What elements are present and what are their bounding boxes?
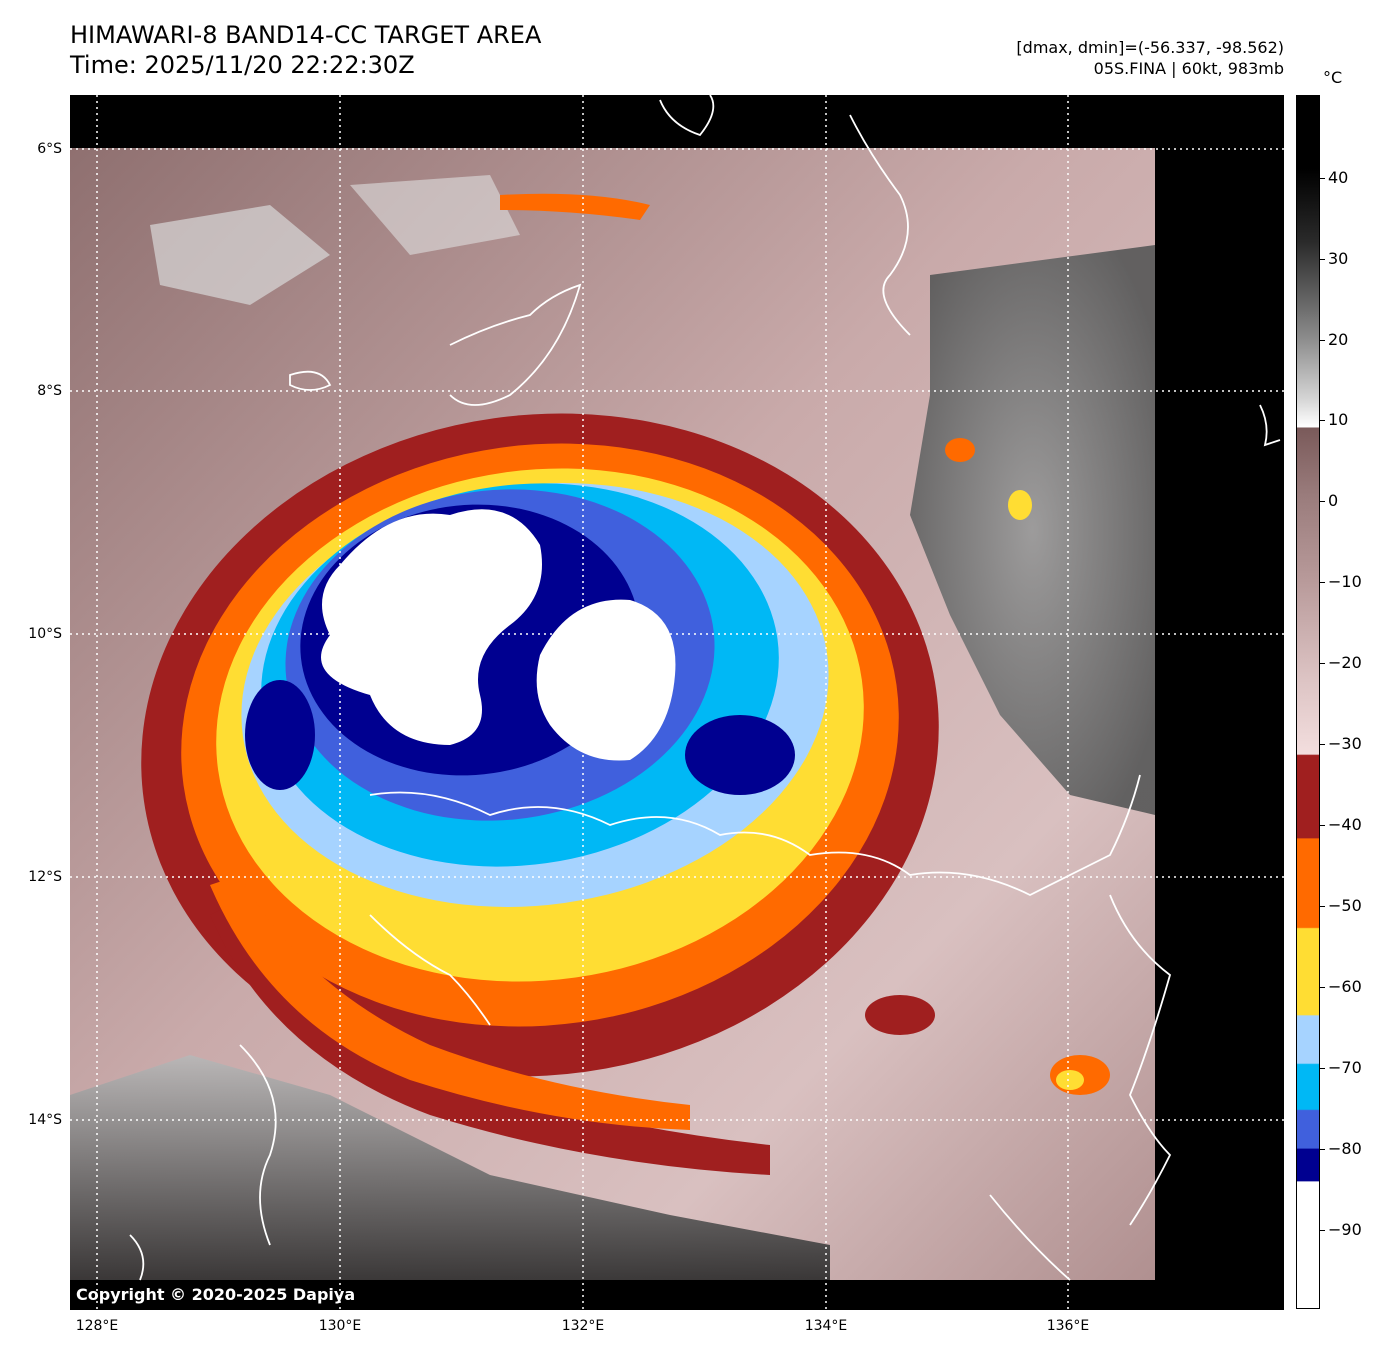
colorbar-tick xyxy=(1320,501,1325,502)
colorbar-label-minus20: −20 xyxy=(1328,653,1362,672)
coldest-top-east xyxy=(536,599,676,761)
west-navy-cell xyxy=(245,680,315,790)
colorbar-label-minus10: −10 xyxy=(1328,572,1362,591)
colorbar-tick xyxy=(1320,744,1325,745)
east-navy-cell xyxy=(685,715,795,795)
convective-cell-2 xyxy=(1008,490,1032,520)
colorbar-tick xyxy=(1320,1149,1325,1150)
colorbar-tick xyxy=(1320,582,1325,583)
colorbar-tick xyxy=(1320,825,1325,826)
colorbar-tick xyxy=(1320,1068,1325,1069)
lon-label-128e: 128°E xyxy=(75,1318,119,1334)
colorbar-tick xyxy=(1320,663,1325,664)
colorbar-label-minus30: −30 xyxy=(1328,734,1362,753)
lat-label-8s: 8°S xyxy=(37,383,62,399)
copyright-notice: Copyright © 2020-2025 Dapiya xyxy=(76,1285,356,1304)
colorbar-label-40: 40 xyxy=(1328,168,1349,187)
lon-label-130e: 130°E xyxy=(318,1318,362,1334)
coastlines xyxy=(129,95,1281,1281)
lat-label-10s: 10°S xyxy=(28,626,62,642)
colorbar-label-minus80: −80 xyxy=(1328,1139,1362,1158)
colorbar-label-0: 0 xyxy=(1328,491,1339,510)
colorbar-tick xyxy=(1320,178,1325,179)
title-line-2: Time: 2025/11/20 22:22:30Z xyxy=(70,51,415,79)
lat-label-12s: 12°S xyxy=(28,869,62,885)
colorbar-tick xyxy=(1320,906,1325,907)
storm-info: [dmax, dmin]=(-56.337, -98.562) 05S.FINA… xyxy=(1016,37,1284,79)
satellite-map: Copyright © 2020-2025 Dapiya xyxy=(70,95,1284,1310)
storm-summary: 05S.FINA | 60kt, 983mb xyxy=(1093,59,1284,78)
northwest-cloud-patch xyxy=(150,205,330,305)
colorbar-label-minus70: −70 xyxy=(1328,1058,1362,1077)
colorbar-tick xyxy=(1320,340,1325,341)
colorbar-tick xyxy=(1320,420,1325,421)
colorbar-label-minus60: −60 xyxy=(1328,977,1362,996)
lat-label-14s: 14°S xyxy=(28,1112,62,1128)
southwest-warm-area xyxy=(70,1055,830,1280)
colorbar-tick xyxy=(1320,259,1325,260)
plot-title: HIMAWARI-8 BAND14-CC TARGET AREA Time: 2… xyxy=(70,20,541,80)
northern-convective-streak xyxy=(500,193,650,220)
colorbar-tick xyxy=(1320,987,1325,988)
convective-cell-1 xyxy=(945,438,975,462)
spiral-tail-orange xyxy=(210,875,690,1130)
satellite-imagery xyxy=(70,95,1284,1310)
colorbar-label-minus90: −90 xyxy=(1328,1220,1362,1239)
north-cloud-patch xyxy=(350,175,520,255)
colorbar-label-minus40: −40 xyxy=(1328,815,1362,834)
colorbar-tick xyxy=(1320,1230,1325,1231)
temperature-range: [dmax, dmin]=(-56.337, -98.562) xyxy=(1016,38,1284,57)
coldest-top-west xyxy=(321,509,542,745)
title-line-1: HIMAWARI-8 BAND14-CC TARGET AREA xyxy=(70,21,542,49)
graticule xyxy=(70,95,1284,1310)
convective-cell-4 xyxy=(1056,1070,1084,1090)
east-warm-area xyxy=(910,245,1155,815)
colorbar-label-30: 30 xyxy=(1328,249,1349,268)
lon-label-136e: 136°E xyxy=(1046,1318,1090,1334)
lon-label-132e: 132°E xyxy=(561,1318,605,1334)
lat-label-6s: 6°S xyxy=(37,141,62,157)
convective-cell-5 xyxy=(865,995,935,1035)
colorbar-unit: °C xyxy=(1323,68,1343,87)
lon-label-134e: 134°E xyxy=(804,1318,848,1334)
colorbar-label-20: 20 xyxy=(1328,330,1349,349)
colorbar-label-10: 10 xyxy=(1328,410,1349,429)
spiral-tail-red xyxy=(210,895,770,1175)
colorbar-label-minus50: −50 xyxy=(1328,896,1362,915)
colorbar xyxy=(1296,95,1320,1309)
